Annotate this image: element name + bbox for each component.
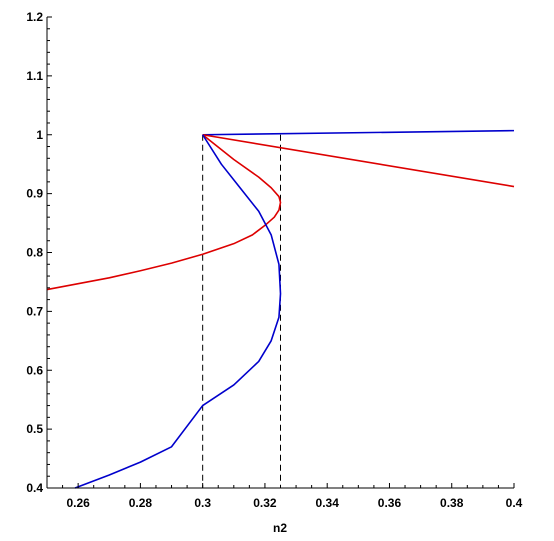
series-group [46, 129, 515, 489]
series-line-red [202, 133, 515, 188]
y-tick-label: 0.5 [26, 422, 43, 436]
x-tick-label: 0.34 [316, 496, 340, 510]
x-tick-label: 0.4 [506, 496, 523, 510]
y-tick-label: 1.2 [26, 10, 43, 24]
series-line-blue [202, 129, 515, 136]
x-tick-label: 0.3 [194, 496, 211, 510]
x-tick-label: 0.32 [253, 496, 277, 510]
x-tick-label: 0.38 [440, 496, 464, 510]
y-tick-label: 0.9 [26, 187, 43, 201]
x-tick-label: 0.26 [66, 496, 90, 510]
y-tick-label: 0.4 [26, 481, 43, 495]
x-tick-label: 0.36 [378, 496, 402, 510]
series-line-blue [74, 134, 282, 489]
y-tick-label: 1.1 [26, 69, 43, 83]
y-tick-label: 1 [36, 128, 43, 142]
y-tick-label: 0.6 [26, 363, 43, 377]
y-tick-label: 0.8 [26, 246, 43, 260]
ticks: 0.26 0.28 0.3 0.32 0.34 0.36 0.38 0.4 0.4 0.5 0.6 0… [26, 10, 522, 510]
series-line-red [46, 134, 282, 291]
x-tick-label: 0.28 [129, 496, 153, 510]
y-tick-label: 0.7 [26, 304, 43, 318]
x-axis-label: n2 [273, 521, 287, 535]
reference-lines [202, 134, 281, 488]
